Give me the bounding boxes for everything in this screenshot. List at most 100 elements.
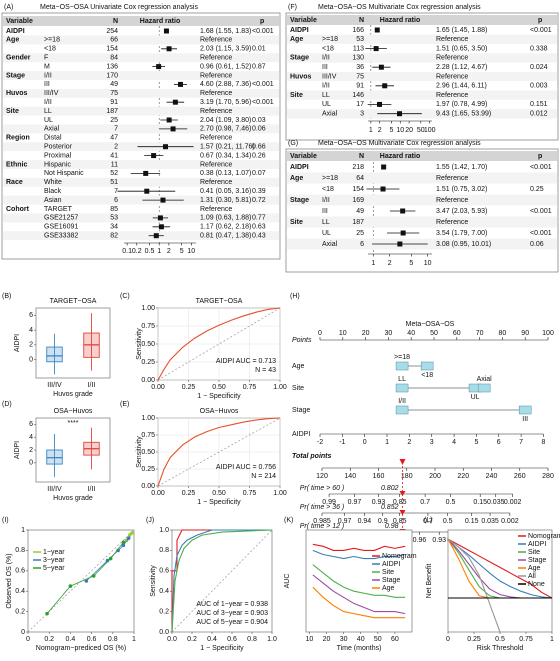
row-band bbox=[3, 231, 279, 241]
level-label: GSE33382 bbox=[44, 233, 78, 240]
p-label: 0.151 bbox=[530, 101, 548, 108]
p-label: 0.012 bbox=[530, 111, 548, 118]
tick-label: 0.97 bbox=[338, 518, 352, 525]
y-tick-label: 0.6 bbox=[159, 568, 169, 575]
p-label: 0.338 bbox=[530, 45, 548, 52]
row-band bbox=[3, 213, 279, 223]
row-band bbox=[287, 71, 557, 82]
y-tick-label: 0.00 bbox=[141, 483, 155, 490]
hr-marker bbox=[397, 111, 403, 117]
tick-label: 0.7 bbox=[420, 499, 430, 506]
y-tick-label: 0 bbox=[29, 460, 33, 467]
row-band bbox=[287, 172, 557, 184]
annotation: AUC of 1−year = 0.938 bbox=[196, 601, 268, 608]
n-label: 6 bbox=[360, 241, 364, 248]
tick-label: 0.94 bbox=[358, 518, 372, 525]
n-label: 170 bbox=[106, 72, 118, 79]
column-header: Variable bbox=[290, 17, 317, 24]
y-tick-label: 0.2 bbox=[15, 608, 25, 615]
level-box bbox=[477, 383, 491, 393]
hr-marker bbox=[380, 186, 386, 192]
n-label: 47 bbox=[110, 135, 118, 142]
y-tick-label: 6 bbox=[29, 312, 33, 319]
y-tick-label: 2 bbox=[29, 447, 33, 454]
y-tick-label: 0.4 bbox=[159, 588, 169, 595]
x-tick-label: 0.0 bbox=[167, 636, 177, 643]
tick-label: 3 bbox=[430, 439, 434, 446]
chart-title: Meta−OS−OSA Univariate Cox regression an… bbox=[40, 4, 198, 11]
row-band bbox=[287, 53, 557, 63]
point bbox=[68, 584, 73, 588]
y-tick-label: 0.50 bbox=[141, 449, 155, 456]
n-label: 3 bbox=[360, 111, 364, 118]
variable-label: AIDPI bbox=[290, 164, 309, 171]
hr-marker bbox=[172, 99, 178, 105]
x-tick-label: 0.2 bbox=[132, 248, 142, 255]
row-band bbox=[287, 194, 557, 206]
x-tick-label: 1 bbox=[371, 260, 375, 267]
n-label: 7 bbox=[114, 126, 118, 133]
legend-label: AIDPI bbox=[528, 541, 546, 548]
panel-frame bbox=[285, 12, 559, 141]
hr-marker bbox=[166, 117, 172, 123]
tick-label: 7 bbox=[519, 439, 523, 446]
variable-label: Age bbox=[6, 37, 19, 44]
tick-label: 0 bbox=[318, 330, 322, 337]
tick-label: 0.93 bbox=[432, 537, 446, 544]
annotation: N = 43 bbox=[255, 367, 276, 374]
level-label: <18 bbox=[44, 46, 56, 53]
n-label: 34 bbox=[110, 224, 118, 231]
series-line bbox=[447, 538, 553, 599]
legend-label: 5−year bbox=[43, 565, 65, 572]
level-label: <18 bbox=[421, 372, 433, 379]
x-tick-label: 10 bbox=[306, 636, 314, 643]
n-label: 17 bbox=[356, 101, 364, 108]
level-label: >=18 bbox=[322, 175, 338, 182]
x-axis-label: Time (months) bbox=[337, 645, 382, 652]
y-tick-label: 0.4 bbox=[15, 588, 25, 595]
hr-label: Reference bbox=[436, 73, 468, 80]
hr-label: 1.68 (1.55, 1.83) bbox=[200, 28, 251, 35]
hr-label: 3.08 (0.95, 10.01) bbox=[436, 241, 491, 248]
hr-label: 4.60 (2.88, 7.36) bbox=[200, 81, 251, 88]
tick-label: 100 bbox=[542, 330, 554, 337]
level-label: >=18 bbox=[394, 354, 410, 361]
y-tick-label: 0.50 bbox=[141, 341, 155, 348]
tick-label: 200 bbox=[429, 473, 441, 480]
variable-label: AIDPI bbox=[6, 28, 25, 35]
tick-label: -2 bbox=[317, 439, 323, 446]
row-band bbox=[287, 90, 557, 100]
panel-label: (D) bbox=[2, 401, 12, 408]
hr-label: 2.96 (1.44, 6.11) bbox=[436, 83, 487, 90]
hr-label: 2.03 (1.15, 3.59) bbox=[200, 46, 251, 53]
legend-label: Age bbox=[382, 585, 395, 592]
hr-label: 0.38 (0.13, 1.07) bbox=[200, 170, 251, 177]
point bbox=[116, 548, 120, 553]
y-tick-label: 0 bbox=[21, 629, 25, 636]
selected-label: 0.98 bbox=[385, 523, 399, 530]
level-label: >=18 bbox=[322, 36, 338, 43]
hr-label: Reference bbox=[436, 36, 468, 43]
x-axis-label: Risk Threshold bbox=[477, 645, 524, 652]
y-tick-label: 0.25 bbox=[141, 359, 155, 366]
hr-marker bbox=[144, 188, 150, 194]
series-line bbox=[171, 529, 273, 633]
tick-label: 140 bbox=[344, 473, 356, 480]
variable-label: Age bbox=[290, 175, 303, 182]
series-line bbox=[312, 564, 406, 598]
n-label: 85 bbox=[110, 206, 118, 213]
tick-label: 4 bbox=[452, 439, 456, 446]
diagonal-line bbox=[27, 529, 135, 633]
selected-label: 0.802 bbox=[381, 485, 399, 492]
box bbox=[46, 346, 63, 363]
level-label: Axial bbox=[477, 376, 493, 383]
series-line bbox=[312, 574, 406, 615]
n-label: 25 bbox=[110, 117, 118, 124]
level-label: I/II bbox=[44, 72, 52, 79]
level-label: Asian bbox=[44, 197, 62, 204]
column-header: N bbox=[359, 17, 364, 24]
header-band bbox=[3, 16, 279, 26]
header-band bbox=[287, 151, 557, 161]
y-tick-label: 0 bbox=[29, 356, 33, 363]
